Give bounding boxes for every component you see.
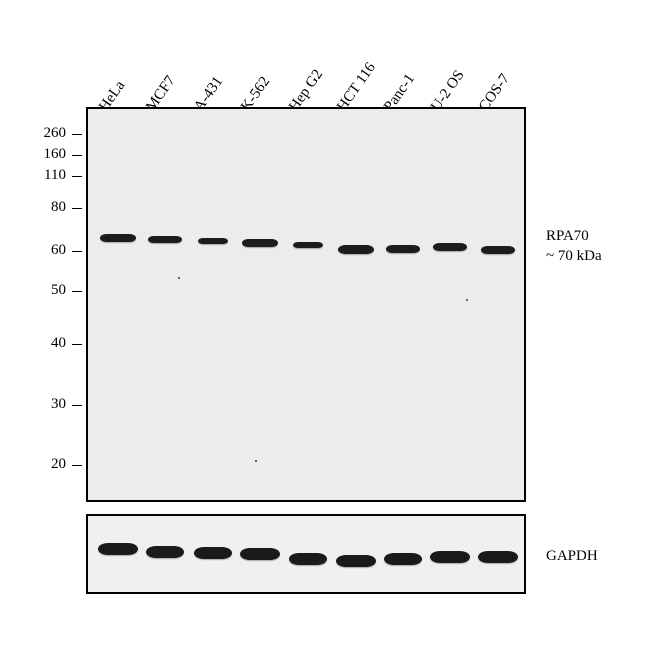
band: [194, 547, 232, 559]
loading-control-label: GAPDH: [546, 548, 598, 565]
band: [146, 546, 184, 558]
mw-marker-label: 40: [0, 335, 66, 352]
band: [481, 246, 515, 254]
band: [100, 234, 136, 242]
western-blot-figure: HeLaMCF7A-431K-562Hep G2HCT 116Panc-1U-2…: [0, 0, 650, 654]
band: [430, 551, 470, 563]
band: [384, 553, 422, 565]
band: [98, 543, 138, 555]
mw-marker-tick: [72, 405, 82, 406]
band: [386, 245, 420, 253]
band: [293, 242, 323, 248]
mw-marker-label: 20: [0, 456, 66, 473]
band: [198, 238, 228, 244]
mw-marker-tick: [72, 176, 82, 177]
mw-marker-label: 30: [0, 396, 66, 413]
mw-marker-label: 260: [0, 125, 66, 142]
blot-speck: [255, 460, 257, 462]
mw-marker-tick: [72, 465, 82, 466]
mw-marker-tick: [72, 155, 82, 156]
band: [148, 236, 182, 243]
mw-marker-label: 80: [0, 199, 66, 216]
mw-marker-tick: [72, 208, 82, 209]
mw-marker-label: 160: [0, 146, 66, 163]
blot-main: [86, 107, 526, 502]
mw-marker-tick: [72, 344, 82, 345]
mw-marker-tick: [72, 251, 82, 252]
band: [336, 555, 376, 567]
blot-speck: [178, 277, 180, 279]
mw-marker-tick: [72, 291, 82, 292]
target-mw-annotation: ~ 70 kDa: [546, 248, 602, 265]
band: [478, 551, 518, 563]
band: [289, 553, 327, 565]
mw-marker-label: 50: [0, 282, 66, 299]
target-protein-label: RPA70: [546, 228, 589, 245]
blot-speck: [466, 299, 468, 301]
band: [240, 548, 280, 560]
band: [242, 239, 278, 247]
mw-marker-label: 110: [0, 167, 66, 184]
band: [433, 243, 467, 251]
mw-marker-label: 60: [0, 242, 66, 259]
mw-marker-tick: [72, 134, 82, 135]
band: [338, 245, 374, 254]
